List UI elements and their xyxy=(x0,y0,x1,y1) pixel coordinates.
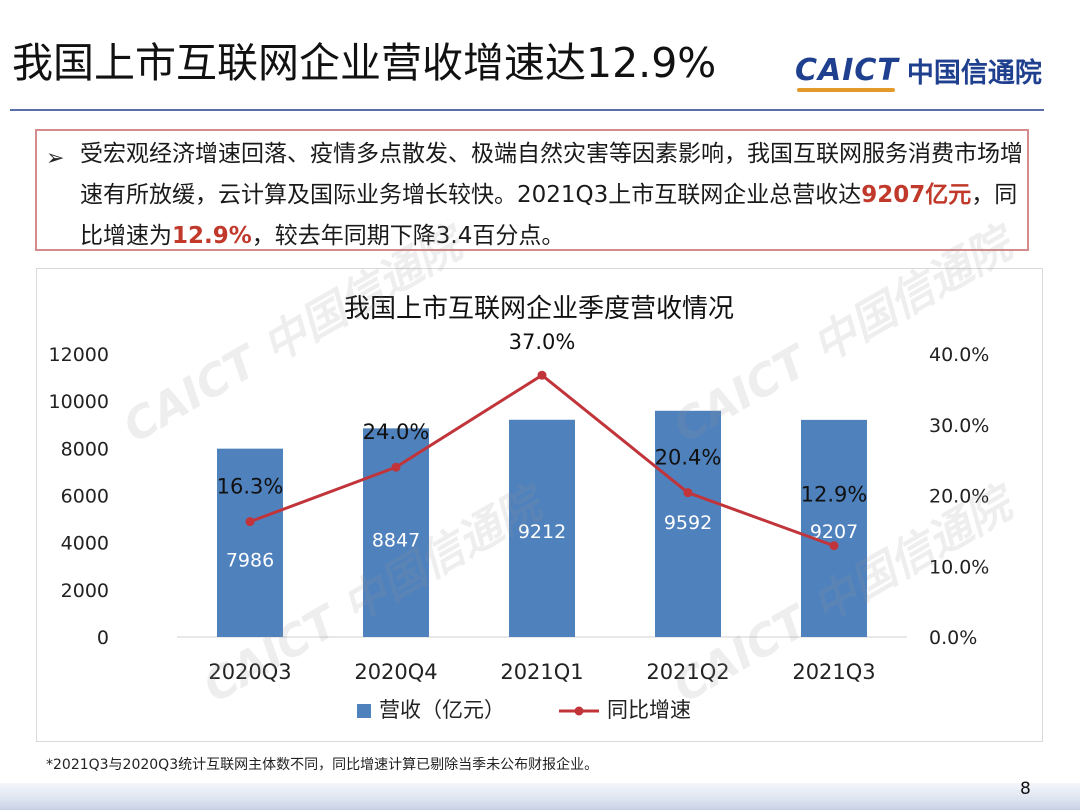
callout-text-part2: ，同比增速为 xyxy=(80,182,1018,249)
footer-band xyxy=(0,783,1080,810)
header-divider xyxy=(10,109,1044,111)
legend-revenue-label: 营收（亿元） xyxy=(379,698,505,722)
caict-logo: CAICT 中国信通院 xyxy=(795,46,1065,94)
y-right-tick-label: 0.0% xyxy=(929,627,977,649)
revenue-bar-label: 9592 xyxy=(664,512,712,534)
revenue-growth-chart: 我国上市互联网企业季度营收情况 0 2000 4000 6000 8000 10000 120… xyxy=(49,294,990,722)
x-tick-label: 2021Q3 xyxy=(792,660,875,684)
y-left-tick-label: 6000 xyxy=(61,486,109,508)
legend-growth-marker xyxy=(574,706,584,716)
revenue-bar-label: 9212 xyxy=(518,521,566,543)
y-right-tick-label: 10.0% xyxy=(929,556,989,578)
x-tick-label: 2020Q3 xyxy=(208,660,291,684)
x-tick-label: 2021Q1 xyxy=(500,660,583,684)
y-left-tick-label: 0 xyxy=(97,627,109,649)
growth-rate-point xyxy=(829,541,839,551)
callout-text-part1: 受宏观经济增速回落、疫情多点散发、极端自然灾害等因素影响，我国互联网服务消费市场… xyxy=(80,141,1023,208)
y-left-tick-label: 4000 xyxy=(61,533,109,555)
growth-rate-label: 37.0% xyxy=(509,330,576,354)
callout-bullet-icon: ➢ xyxy=(46,146,65,171)
revenue-bar-label: 9207 xyxy=(810,521,858,543)
y-right-tick-label: 40.0% xyxy=(929,344,989,366)
x-tick-label: 2021Q2 xyxy=(646,660,729,684)
growth-rate-point xyxy=(245,517,255,527)
growth-rate-point xyxy=(683,488,693,498)
y-left-tick-label: 12000 xyxy=(49,344,109,366)
y-right-tick-label: 30.0% xyxy=(929,415,989,437)
growth-rate-point xyxy=(391,462,401,472)
revenue-highlight: 9207亿元 xyxy=(861,182,972,208)
growth-rate-label: 24.0% xyxy=(363,420,430,444)
revenue-bar xyxy=(217,448,283,637)
growth-rate-point xyxy=(537,370,547,380)
growth-rate-label: 16.3% xyxy=(217,475,284,499)
y-left-tick-label: 8000 xyxy=(61,438,109,460)
legend-growth-label: 同比增速 xyxy=(607,698,691,722)
revenue-bar xyxy=(509,419,575,637)
footnote: *2021Q3与2020Q3统计互联网主体数不同，同比增速计算已剔除当季未公布财… xyxy=(46,757,599,773)
growth-rate-label: 20.4% xyxy=(655,446,722,470)
callout-text: 受宏观经济增速回落、疫情多点散发、极端自然灾害等因素影响，我国互联网服务消费市场… xyxy=(80,134,1030,257)
revenue-bar-label: 8847 xyxy=(372,529,420,551)
page-number: 8 xyxy=(1020,779,1031,799)
y-left-tick-label: 2000 xyxy=(61,580,109,602)
y-right-tick-label: 20.0% xyxy=(929,486,989,508)
revenue-bar xyxy=(655,410,721,637)
callout-text-part3: ，较去年同期下降3.4百分点。 xyxy=(251,223,565,249)
revenue-bar xyxy=(801,419,867,637)
y-left-tick-label: 10000 xyxy=(49,391,109,413)
summary-callout xyxy=(35,129,1029,251)
chart-frame: 我国上市互联网企业季度营收情况 0 2000 4000 6000 8000 10000 120… xyxy=(36,268,1043,742)
revenue-bar-label: 7986 xyxy=(226,550,274,572)
logo-swoosh xyxy=(797,87,895,92)
logo-name: 中国信通院 xyxy=(906,57,1042,89)
growth-highlight: 12.9% xyxy=(172,223,252,249)
x-tick-label: 2020Q4 xyxy=(354,660,437,684)
legend-revenue-swatch xyxy=(357,704,371,718)
chart-title: 我国上市互联网企业季度营收情况 xyxy=(344,294,734,324)
growth-rate-label: 12.9% xyxy=(801,483,868,507)
slide-title: 我国上市互联网企业营收增速达12.9% xyxy=(12,39,717,87)
logo-mark: CAICT xyxy=(795,53,899,92)
